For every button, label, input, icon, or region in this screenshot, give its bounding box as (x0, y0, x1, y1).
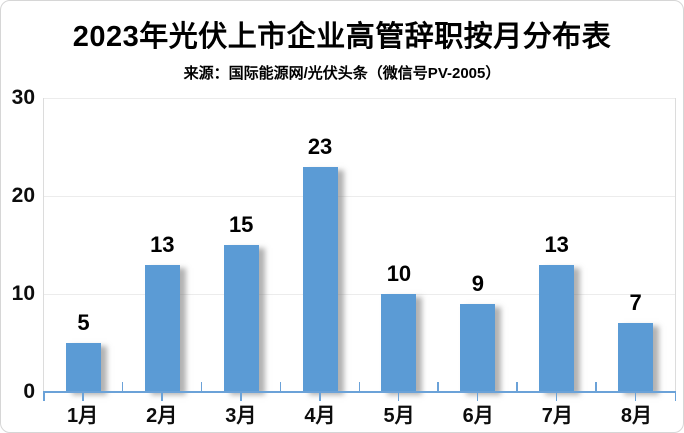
x-axis-label: 3月 (225, 405, 257, 427)
bar-value-label: 13 (544, 231, 569, 257)
chart-title: 2023年光伏上市企业高管辞职按月分布表 (72, 21, 612, 53)
x-axis-line (43, 391, 676, 393)
bar-value-label: 15 (228, 212, 254, 237)
bar-value-label: 23 (307, 133, 333, 159)
y-axis: 30 20 10 0 (1, 1, 35, 432)
x-axis-label: 6月 (462, 405, 494, 427)
bar-value-label: 13 (150, 231, 175, 257)
bar-group-aug: 7 (595, 98, 675, 401)
chart-source-subtitle: 来源：国际能源网/光伏头条（微信号PV-2005） (183, 65, 501, 82)
x-axis-label: 5月 (383, 405, 415, 427)
bar-value-label: 9 (471, 270, 484, 296)
plot-area: 5 13 15 23 10 9 (43, 98, 676, 401)
bar-value-label: 7 (629, 290, 642, 316)
gridline-30 (44, 98, 675, 99)
bar-group-mar: 15 (200, 98, 281, 401)
y-axis-label: 20 (11, 184, 35, 207)
bar-series: 5 13 15 23 10 9 (43, 98, 676, 401)
bar-group-jul: 13 (516, 98, 596, 401)
bar-group-jan: 5 (44, 98, 123, 401)
bar-group-feb: 13 (121, 98, 202, 401)
gridline-20 (44, 196, 675, 197)
bar-group-jun: 9 (437, 98, 517, 401)
bar-aug (618, 323, 654, 392)
bar-jan (65, 343, 101, 392)
bar-jun (460, 303, 496, 392)
bar-value-label: 10 (386, 261, 412, 286)
x-axis-label: 2月 (146, 405, 178, 427)
y-axis-label: 30 (11, 86, 35, 109)
bar-feb (144, 264, 180, 392)
bar-jul (539, 264, 575, 392)
bar-mar (223, 245, 259, 392)
y-axis-label: 10 (11, 282, 35, 305)
bar-group-apr: 23 (279, 98, 360, 401)
bar-group-may: 10 (358, 98, 439, 401)
y-axis-label: 0 (23, 380, 35, 403)
x-axis-label: 7月 (541, 405, 573, 427)
bar-value-label: 5 (77, 310, 90, 335)
x-axis-labels: 1月 2月 3月 4月 5月 6月 7月 8月 (43, 404, 676, 428)
bar-apr (302, 166, 338, 392)
x-axis-label: 8月 (620, 405, 652, 427)
gridline-10 (44, 294, 675, 295)
x-axis-label: 1月 (67, 405, 99, 427)
bar-may (381, 294, 417, 392)
x-axis-label: 4月 (304, 405, 336, 427)
